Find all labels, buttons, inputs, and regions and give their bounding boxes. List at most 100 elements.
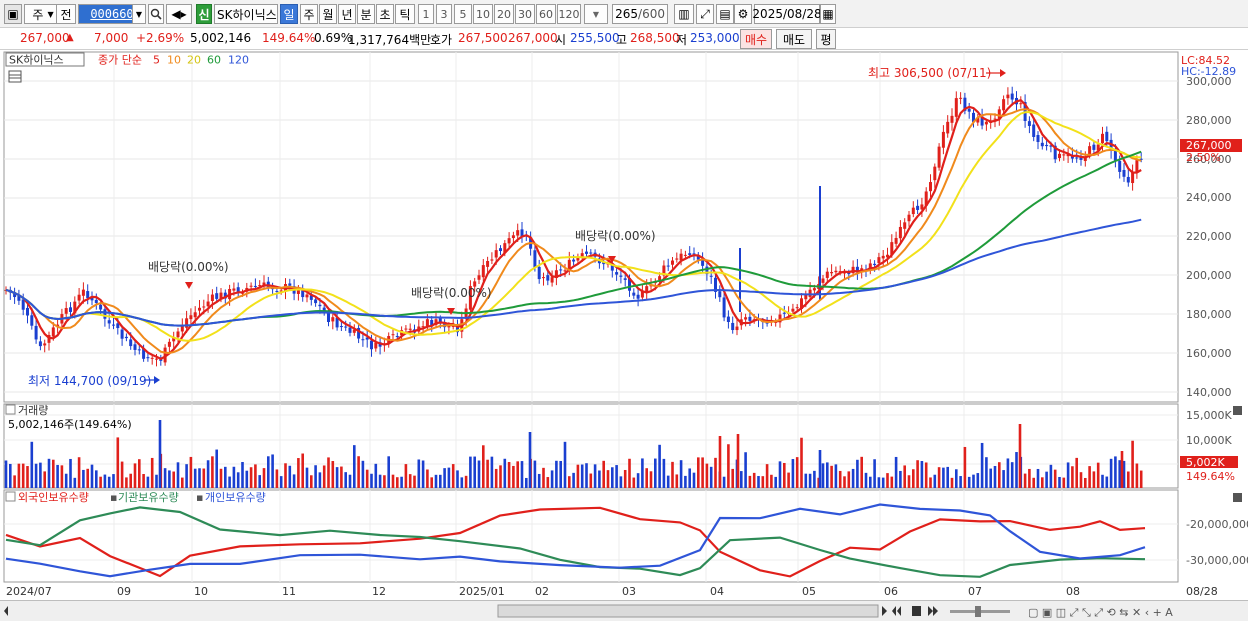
sell-button[interactable]: 매도 (776, 29, 812, 49)
hold-tick-30m: -30,000,000 (1186, 554, 1248, 567)
volume-bar (692, 472, 696, 488)
candle-body (954, 98, 958, 117)
scroll-controls[interactable]: ▢ ▣ ◫ ⤢ ⤡ ⤢ ⟲ ⇆ ✕ ‹ + A (0, 601, 1248, 621)
period-year[interactable]: 년 (338, 4, 356, 24)
volume-bar (666, 475, 670, 488)
holdings-legend-foreign: 외국인보유수량 (18, 491, 89, 504)
volume-bar (430, 477, 433, 488)
volume-bar (211, 456, 214, 488)
interval-20[interactable]: 20 (494, 4, 514, 24)
holdings-panel-close-icon[interactable] (1233, 493, 1242, 502)
interval-30[interactable]: 30 (515, 4, 535, 24)
period-minute[interactable]: 분 (357, 4, 375, 24)
volume-bar (193, 468, 197, 488)
volume-bar-peak (736, 434, 740, 488)
holdings-panel-collapse-icon[interactable] (5, 491, 16, 502)
interval-3[interactable]: 3 (436, 4, 452, 24)
current-pct-tag: 2.50% (1186, 151, 1221, 164)
prev-button[interactable]: 전 (56, 4, 76, 24)
candle-type-icon[interactable]: ▥ (674, 4, 694, 24)
volume-bar (1127, 471, 1130, 488)
code-dropdown-icon[interactable]: ▼ (132, 4, 146, 24)
interval-1[interactable]: 1 (418, 4, 434, 24)
volume-bar (499, 465, 502, 488)
interval-5[interactable]: 5 (454, 4, 472, 24)
eval-button[interactable]: 평 (816, 29, 836, 49)
period-day[interactable]: 일 (280, 4, 298, 24)
ma-line-5 (5, 98, 1142, 361)
fast-forward-icon[interactable] (928, 606, 938, 616)
volume-bar (611, 467, 614, 488)
volume-bar (254, 464, 257, 488)
volume-bar (327, 457, 330, 488)
stock-chart[interactable]: SK하이닉스 종가 단순 5 10 20 60 120 LC:84.52 HC:… (0, 50, 1248, 600)
period-week[interactable]: 주 (300, 4, 318, 24)
scroll-thumb[interactable] (497, 604, 879, 618)
stock-name-field[interactable]: SK하이닉스 (214, 4, 278, 24)
candle-body (946, 121, 950, 134)
volume-bar (705, 463, 709, 488)
candle-body (640, 291, 644, 298)
candle-body (683, 254, 687, 256)
candle-body (937, 146, 941, 168)
candle-body (430, 319, 434, 326)
volume-bar (310, 475, 313, 488)
window-menu-icon[interactable]: ▣ (4, 4, 22, 24)
gear-icon[interactable]: ⚙ (734, 4, 752, 24)
chart-area[interactable]: SK하이닉스 종가 단순 5 10 20 60 120 LC:84.52 HC:… (0, 50, 1248, 600)
volume-bar (284, 463, 287, 488)
save-icon[interactable]: ▤ (716, 4, 734, 24)
zoom-slider-knob[interactable] (975, 606, 981, 617)
candle-body (679, 253, 683, 261)
draw-tool-icon[interactable]: ⤢ (696, 4, 714, 24)
candle-body (51, 327, 55, 337)
volume-bar (525, 477, 528, 488)
calendar-icon[interactable]: ▦ (820, 4, 836, 24)
new-badge[interactable]: 신 (196, 4, 212, 24)
sound-icon[interactable]: ◀▸ (166, 4, 192, 24)
volume-bar (920, 461, 924, 488)
scroll-left-icon[interactable] (4, 606, 8, 616)
volume-bar (99, 476, 102, 488)
interval-120[interactable]: 120 (557, 4, 581, 24)
period-month[interactable]: 월 (319, 4, 337, 24)
dividend-marker-3 (608, 256, 616, 263)
volume-bar (585, 463, 588, 488)
interval-dropdown-icon[interactable]: ▼ (584, 4, 608, 24)
volume-bar (82, 469, 85, 488)
search-icon[interactable] (148, 4, 164, 24)
y-tick-300000: 300,000 (1186, 75, 1232, 88)
buy-button[interactable]: 매수 (740, 29, 772, 49)
candle-body (688, 253, 692, 255)
period-tick[interactable]: 틱 (395, 4, 415, 24)
scroll-bar[interactable]: ▢ ▣ ◫ ⤢ ⤡ ⤢ ⟲ ⇆ ✕ ‹ + A (0, 600, 1248, 621)
scroll-right-icon[interactable] (882, 606, 887, 616)
volume-bar (112, 474, 115, 488)
volume-bar (572, 472, 575, 488)
volume-bar (950, 477, 954, 488)
volume-bar (933, 474, 937, 488)
volume-bar (976, 473, 980, 488)
volume-bar (387, 456, 390, 488)
volume-bar (1139, 470, 1143, 488)
interval-60[interactable]: 60 (536, 4, 556, 24)
candle-body (1049, 145, 1053, 147)
candle-body (1006, 94, 1010, 99)
table-toggle-icon[interactable] (8, 70, 22, 83)
period-second[interactable]: 초 (376, 4, 394, 24)
x-label-03: 03 (622, 585, 636, 598)
stop-icon[interactable] (912, 606, 921, 616)
rewind-icon[interactable] (892, 606, 901, 616)
data-count-field[interactable]: 265/600 (612, 4, 668, 24)
stock-code-input[interactable]: 000660 (78, 4, 146, 24)
candle-body (907, 214, 911, 222)
volume-bar (486, 459, 489, 488)
price-y-axis: 300,000 280,000 260,000 240,000 220,000 … (1186, 75, 1232, 399)
volume-panel-close-icon[interactable] (1233, 406, 1242, 415)
interval-10[interactable]: 10 (473, 4, 493, 24)
date-field[interactable]: 2025/08/28 (752, 4, 822, 24)
candle-body (404, 328, 408, 330)
volume-panel-collapse-icon[interactable] (5, 404, 16, 415)
chart-tool-icons[interactable]: ▢ ▣ ◫ ⤢ ⤡ ⤢ ⟲ ⇆ ✕ ‹ + A (1028, 606, 1173, 619)
volume-bar (155, 474, 158, 488)
